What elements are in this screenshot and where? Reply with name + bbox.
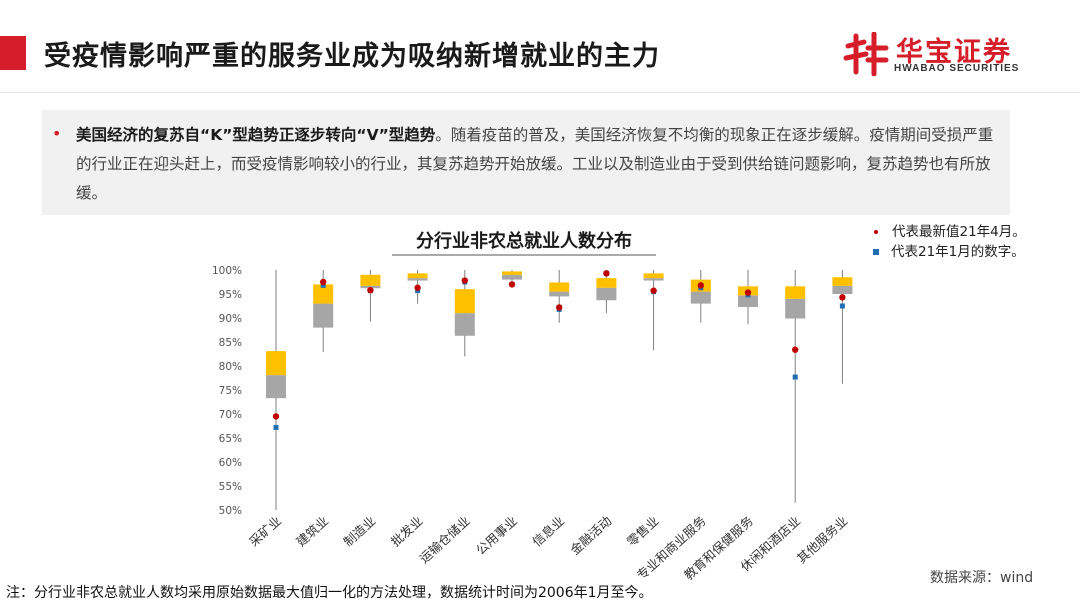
box-lower xyxy=(407,278,428,281)
latest-marker xyxy=(414,284,421,291)
x-tick-label: 运输仓储业 xyxy=(416,513,472,566)
logo-text-en: HWABAO SECURITIES xyxy=(894,63,1020,74)
x-tick-label: 信息业 xyxy=(529,513,567,549)
box-lower xyxy=(266,375,286,399)
latest-marker xyxy=(650,287,657,294)
x-tick-label: 其他服务业 xyxy=(794,513,850,566)
logo-text-cn: 华宝证券 xyxy=(896,37,1012,68)
summary-rest: 。随着疫苗的普及，美国经济恢复不均衡的现象正在逐步缓解。疫情期间受损严重的行业正… xyxy=(76,126,994,202)
x-tick-label: 采矿业 xyxy=(246,513,284,549)
box-upper xyxy=(313,284,334,304)
y-tick-label: 90% xyxy=(219,313,242,325)
summary-box: • 美国经济的复苏自“K”型趋势正逐步转向“V”型趋势。随着疫苗的普及，美国经济… xyxy=(42,110,1010,215)
company-logo: 华宝证券 HWABAO SECURITIES xyxy=(842,30,1042,80)
box-chart: 分行业非农总就业人数分布 100% 95% 90% 85% 80% 75% 70% 65% 60%… xyxy=(212,230,853,583)
box-upper xyxy=(266,351,286,376)
x-tick-label: 公用事业 xyxy=(473,513,520,558)
box-lower xyxy=(502,274,522,280)
box-upper xyxy=(360,274,381,286)
latest-marker xyxy=(792,346,799,353)
y-tick-label: 75% xyxy=(219,385,242,397)
chart-legend: 代表最新值21年4月。 代表21年1月的数字。 xyxy=(872,222,1026,262)
y-tick-label: 80% xyxy=(219,361,242,373)
jan-marker xyxy=(320,282,326,288)
box-upper xyxy=(407,273,428,279)
box-lower xyxy=(643,278,664,281)
latest-marker xyxy=(508,281,516,288)
jan-marker xyxy=(273,424,279,430)
latest-marker xyxy=(461,277,468,284)
box-lower xyxy=(596,287,617,301)
jan-marker xyxy=(839,303,845,309)
x-tick-label: 批发业 xyxy=(388,513,426,549)
latest-marker xyxy=(556,304,563,311)
title-accent-bar xyxy=(0,36,26,70)
page-title: 受疫情影响严重的服务业成为吸纳新增就业的主力 xyxy=(44,41,660,72)
latest-marker xyxy=(367,286,374,294)
box-lower xyxy=(832,285,853,294)
box-upper xyxy=(596,278,617,288)
latest-marker xyxy=(603,270,610,277)
data-source: 数据来源：wind xyxy=(930,570,1034,586)
y-tick-label: 95% xyxy=(219,289,242,301)
box-upper xyxy=(549,282,570,292)
box-lower xyxy=(313,303,334,328)
latest-marker xyxy=(697,282,704,289)
bullet-icon: • xyxy=(52,124,62,143)
box-lower xyxy=(738,295,758,307)
header-divider xyxy=(0,92,1080,93)
logo-mark-icon xyxy=(843,32,889,76)
y-tick-label: 70% xyxy=(219,409,242,421)
box-lower xyxy=(454,313,475,336)
box-upper xyxy=(785,286,806,299)
box-upper xyxy=(454,289,475,314)
summary-bold: 美国经济的复苏自“K”型趋势正逐步转向“V”型趋势 xyxy=(76,126,436,144)
legend-item-latest: 代表最新值21年4月。 xyxy=(872,222,1026,242)
y-tick-label: 85% xyxy=(219,337,242,349)
y-tick-label: 60% xyxy=(219,457,242,469)
footnote: 注：分行业非农总就业人数均采用原始数据最大值归一化的方法处理，数据统计时间为20… xyxy=(6,585,653,601)
y-tick-label: 100% xyxy=(212,265,242,277)
box-lower xyxy=(690,291,711,304)
jan-marker-icon xyxy=(873,249,879,255)
latest-marker xyxy=(272,413,280,420)
chart-title: 分行业非农总就业人数分布 xyxy=(416,230,632,252)
latest-marker xyxy=(839,294,846,301)
jan-marker xyxy=(792,374,798,380)
box-lower xyxy=(549,291,570,297)
latest-marker-icon xyxy=(874,230,878,234)
summary-paragraph: 美国经济的复苏自“K”型趋势正逐步转向“V”型趋势。随着疫苗的普及，美国经济恢复… xyxy=(76,121,1006,208)
latest-marker xyxy=(320,278,327,286)
y-tick-label: 50% xyxy=(219,505,242,517)
legend-jan-label: 代表21年1月的数字。 xyxy=(891,244,1025,260)
box-upper xyxy=(832,277,853,286)
box-lower xyxy=(785,298,806,319)
box-upper xyxy=(643,273,664,279)
x-tick-label: 零售业 xyxy=(624,513,662,549)
box-upper xyxy=(502,271,522,275)
x-tick-label: 制造业 xyxy=(340,513,378,549)
latest-marker xyxy=(744,289,752,296)
legend-item-jan: 代表21年1月的数字。 xyxy=(872,242,1026,262)
y-tick-label: 65% xyxy=(219,433,242,445)
y-tick-label: 55% xyxy=(219,481,242,493)
x-tick-label: 金融活动 xyxy=(567,513,614,558)
legend-latest-label: 代表最新值21年4月。 xyxy=(892,224,1026,240)
x-tick-label: 建筑业 xyxy=(293,513,331,549)
